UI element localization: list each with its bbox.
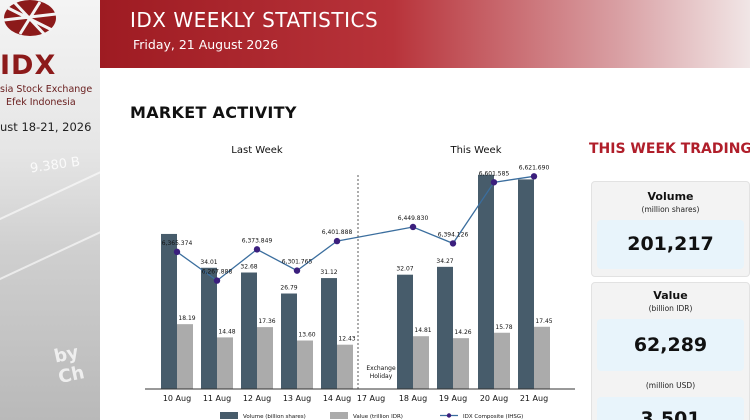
value-bar-label: 12.43	[338, 336, 355, 343]
legend-swatch	[330, 412, 348, 419]
value-bar	[494, 332, 510, 389]
value-bar-label: 14.48	[218, 328, 235, 335]
volume-card: Volume (million shares) 201,217	[591, 181, 750, 277]
volume-bar-label: 32.68	[240, 264, 257, 271]
market-activity-chart: Last Week This Week 18.19 34.01 14.48 32.68…	[145, 145, 575, 420]
ihsg-point-label: 6,401.888	[322, 229, 353, 236]
x-tick-label: 19 Aug	[439, 394, 467, 403]
x-tick-label: 10 Aug	[163, 394, 191, 403]
x-tick-label: 13 Aug	[283, 394, 311, 403]
ihsg-point	[409, 223, 417, 231]
value-bar	[257, 327, 273, 389]
legend-marker	[446, 413, 452, 418]
holiday-label: Holiday	[370, 373, 393, 380]
this-week-label: This Week	[449, 145, 501, 156]
volume-bar	[397, 274, 413, 389]
value-bar-label: 18.19	[178, 315, 195, 322]
volume-bar-label: 31.12	[320, 269, 337, 276]
legend-label: IDX Composite (IHSG)	[463, 414, 523, 420]
volume-bar-label: 34.27	[436, 258, 453, 265]
ihsg-point-label: 6,621.690	[519, 164, 550, 171]
ihsg-point	[530, 173, 538, 180]
x-tick-label: 14 Aug	[323, 394, 351, 403]
background-building-text: by Ch	[52, 341, 87, 389]
value-bar-label: 13.60	[298, 332, 315, 339]
value-unit-usd: (million USD)	[645, 381, 696, 390]
legend-swatch	[220, 412, 238, 419]
value-label: Value	[653, 289, 688, 302]
value-unit-idr: (billion IDR)	[648, 304, 693, 313]
value-bar	[534, 326, 550, 389]
logo-text: IDX	[0, 50, 57, 81]
ihsg-point-label: 6,373.849	[242, 237, 273, 244]
decorative-streak	[0, 216, 100, 286]
ihsg-point-label: 6,394.126	[438, 231, 469, 238]
volume-bar	[161, 233, 177, 389]
value-bar-label: 14.81	[414, 327, 431, 334]
value-bar	[217, 337, 233, 389]
exchange-name-en: sia Stock Exchange	[0, 84, 93, 95]
header-banner: IDX WEEKLY STATISTICS Friday, 21 August …	[100, 0, 750, 68]
volume-bar-label: 26.79	[280, 285, 297, 292]
sidebar-banner: IDX sia Stock Exchange Efek Indonesia us…	[0, 0, 100, 420]
ihsg-point	[253, 246, 261, 253]
volume-bar	[201, 267, 217, 389]
volume-bar	[478, 174, 494, 389]
volume-bar	[241, 272, 257, 389]
x-tick-label: 11 Aug	[203, 394, 231, 403]
ihsg-point-label: 6,449.830	[398, 215, 429, 222]
value-bar	[297, 340, 313, 389]
value-bar-label: 15.78	[495, 324, 512, 331]
ihsg-point-label: 6,365.374	[162, 240, 193, 247]
volume-label: Volume	[647, 190, 694, 203]
value-bar-label: 17.45	[535, 318, 552, 325]
report-date: Friday, 21 August 2026	[133, 37, 279, 52]
this-week-trading-title: THIS WEEK TRADING	[589, 141, 750, 157]
ihsg-point	[293, 267, 301, 274]
value-bar	[413, 336, 429, 389]
x-tick-label: 20 Aug	[480, 394, 508, 403]
value-bar	[337, 344, 353, 389]
ihsg-point-label: 6,301.765	[282, 259, 313, 266]
ihsg-point-label: 6,601.585	[479, 170, 510, 177]
value-bar-label: 14.26	[454, 329, 471, 336]
idx-logo-icon	[3, 0, 57, 38]
exchange-name-id: Efek Indonesia	[6, 97, 76, 108]
volume-bar-label: 32.07	[396, 266, 413, 273]
last-week-label: Last Week	[231, 145, 283, 156]
volume-bar-label: 34.01	[200, 259, 217, 266]
ihsg-point	[490, 179, 498, 186]
x-tick-label: 17 Aug	[357, 394, 385, 403]
ihsg-point-label: 6,267.888	[202, 269, 233, 276]
x-tick-label: 18 Aug	[399, 394, 427, 403]
value-usd: 3,501	[597, 397, 744, 420]
value-bar	[453, 338, 469, 389]
ihsg-point	[213, 277, 221, 284]
ihsg-point	[173, 248, 181, 256]
volume-bar	[321, 278, 337, 389]
background-ticker-text: 9.380 B	[29, 154, 82, 177]
volume-bar	[281, 293, 297, 389]
value-card: Value (billion IDR) 62,289 (million USD)…	[591, 282, 750, 420]
page-title: IDX WEEKLY STATISTICS	[130, 8, 379, 32]
volume-unit: (million shares)	[641, 205, 700, 214]
ihsg-point	[449, 240, 457, 247]
volume-value: 201,217	[597, 220, 744, 269]
date-range: ust 18-21, 2026	[0, 120, 92, 134]
value-idr: 62,289	[597, 319, 744, 371]
volume-bar	[518, 179, 534, 389]
value-bar-label: 17.36	[258, 318, 275, 325]
ihsg-point	[333, 237, 341, 245]
x-tick-label: 21 Aug	[520, 394, 548, 403]
x-tick-label: 12 Aug	[243, 394, 271, 403]
legend-label: Value (trillion IDR)	[353, 414, 403, 420]
legend-label: Volume (billion shares)	[243, 414, 306, 420]
volume-bar	[437, 266, 453, 389]
market-activity-title: MARKET ACTIVITY	[130, 103, 297, 122]
holiday-label: Exchange	[366, 365, 396, 372]
value-bar	[177, 324, 193, 389]
